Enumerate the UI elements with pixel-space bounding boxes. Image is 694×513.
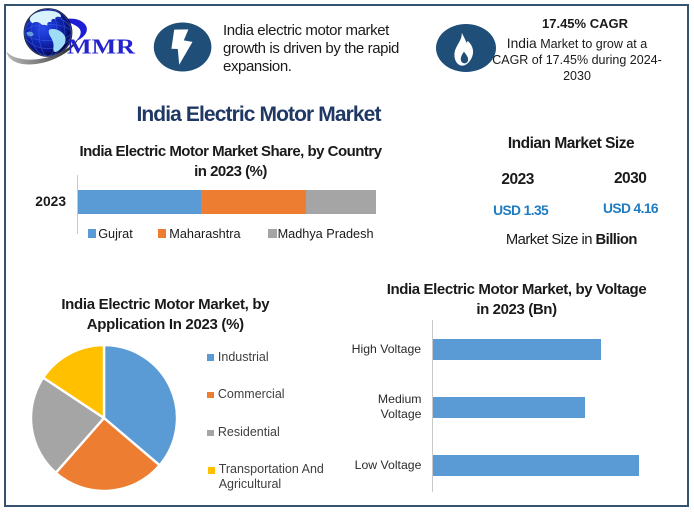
svg-text:MMR: MMR bbox=[67, 35, 136, 59]
